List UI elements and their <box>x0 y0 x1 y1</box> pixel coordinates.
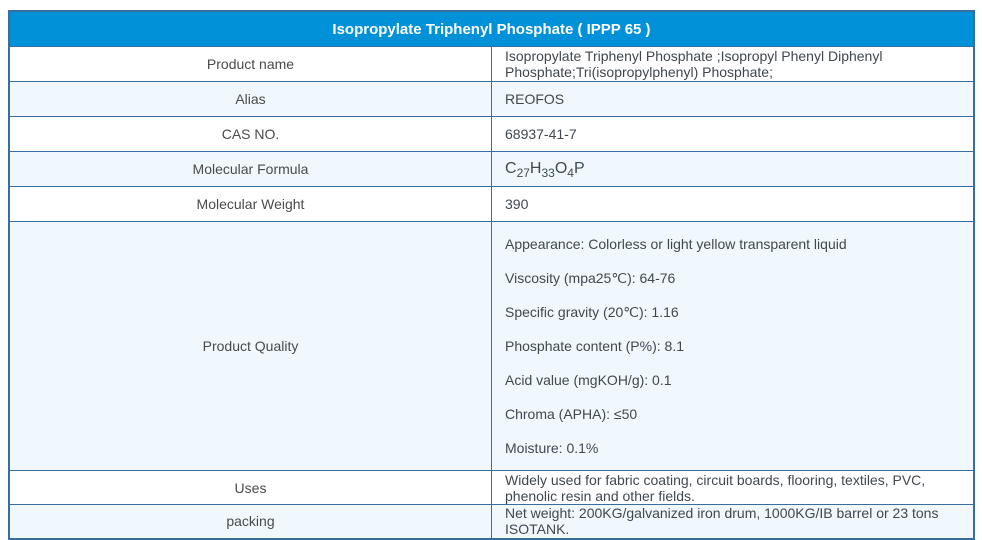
quality-line-chroma: Chroma (APHA): ≤50 <box>505 406 638 422</box>
row-product-quality: Product Quality Appearance: Colorless or… <box>8 221 975 471</box>
row-packing: packing Net weight: 200KG/galvanized iro… <box>8 504 975 539</box>
row-label: CAS NO. <box>8 116 492 152</box>
table-header-row: Isopropylate Triphenyl Phosphate ( IPPP … <box>8 10 975 47</box>
row-label: Molecular Weight <box>8 186 492 222</box>
row-molecular-formula: Molecular Formula C27H33O4P <box>8 151 975 187</box>
quality-line-moisture: Moisture: 0.1% <box>505 440 599 456</box>
row-value: 390 <box>491 186 975 222</box>
product-quality-cell: Appearance: Colorless or light yellow tr… <box>491 221 975 471</box>
row-uses: Uses Widely used for fabric coating, cir… <box>8 470 975 505</box>
product-spec-table: Isopropylate Triphenyl Phosphate ( IPPP … <box>8 10 975 540</box>
row-product-name: Product name Isopropylate Triphenyl Phos… <box>8 46 975 82</box>
row-label: Uses <box>8 470 492 505</box>
row-label: Product name <box>8 46 492 82</box>
quality-line-acid-value: Acid value (mgKOH/g): 0.1 <box>505 372 672 388</box>
row-molecular-weight: Molecular Weight 390 <box>8 186 975 222</box>
table-title: Isopropylate Triphenyl Phosphate ( IPPP … <box>8 10 975 47</box>
row-alias: Alias REOFOS <box>8 81 975 117</box>
quality-line-viscosity: Viscosity (mpa25℃): 64-76 <box>505 270 676 286</box>
quality-line-phosphate-content: Phosphate content (P%): 8.1 <box>505 338 684 354</box>
row-value: Widely used for fabric coating, circuit … <box>491 470 975 505</box>
row-label: Molecular Formula <box>8 151 492 187</box>
molecular-formula-value: C27H33O4P <box>505 160 585 181</box>
row-label: Alias <box>8 81 492 117</box>
quality-line-specific-gravity: Specific gravity (20℃): 1.16 <box>505 304 679 320</box>
row-label: Product Quality <box>8 221 492 471</box>
row-cas-no: CAS NO. 68937-41-7 <box>8 116 975 152</box>
quality-line-appearance: Appearance: Colorless or light yellow tr… <box>505 236 847 252</box>
row-value: 68937-41-7 <box>491 116 975 152</box>
row-label: packing <box>8 504 492 539</box>
row-value: REOFOS <box>491 81 975 117</box>
row-value: Net weight: 200KG/galvanized iron drum, … <box>491 504 975 539</box>
row-value: Isopropylate Triphenyl Phosphate ;Isopro… <box>491 46 975 82</box>
